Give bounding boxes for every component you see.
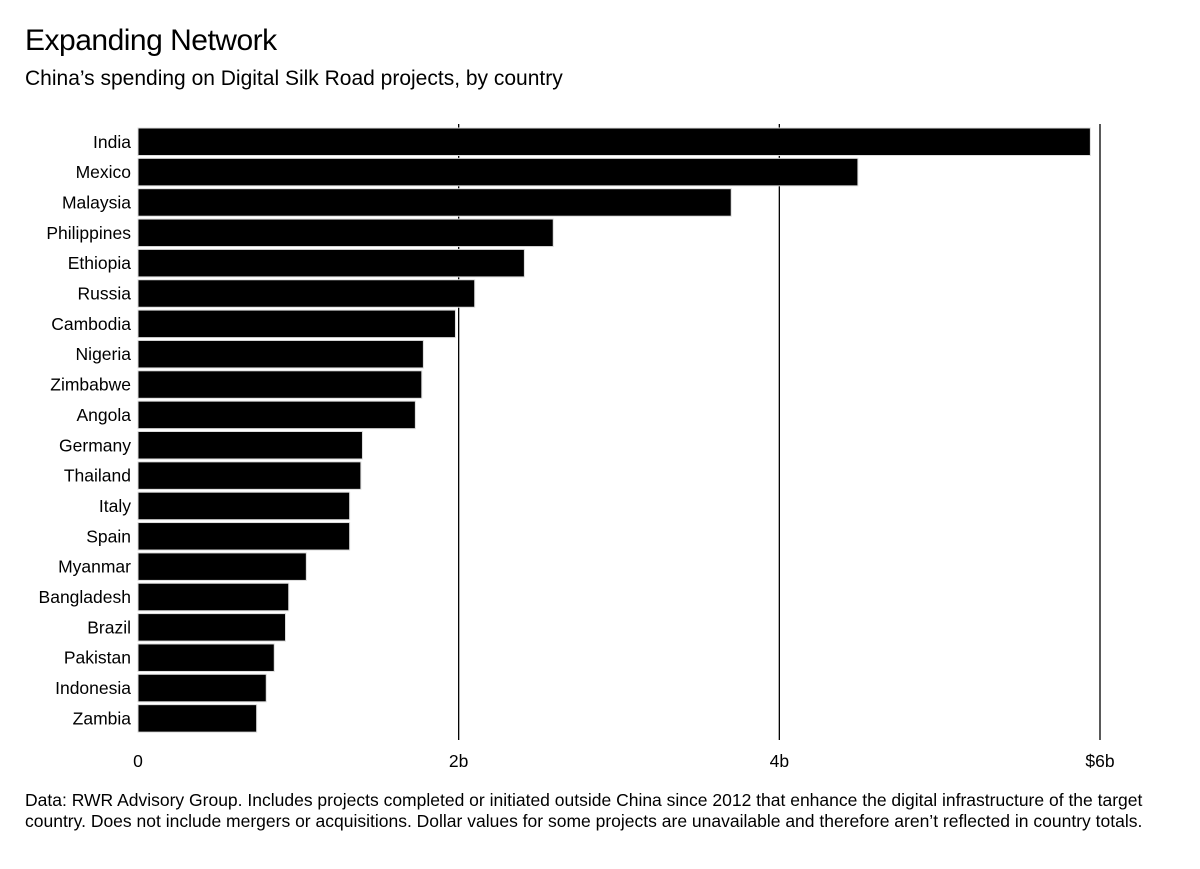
bar — [137, 643, 275, 672]
x-tick-label: 4b — [770, 751, 789, 771]
bar — [137, 522, 351, 551]
bar — [137, 339, 424, 369]
bar — [137, 461, 362, 490]
chart-title: Expanding Network — [25, 24, 277, 57]
x-tick-label: $6b — [1085, 751, 1114, 771]
x-tick-label: 2b — [449, 751, 468, 771]
bar — [137, 309, 456, 339]
bar — [137, 582, 290, 612]
bar — [137, 704, 258, 733]
category-label: Bangladesh — [39, 587, 131, 607]
category-label: Spain — [86, 526, 131, 546]
chart-subtitle: China’s spending on Digital Silk Road pr… — [25, 67, 563, 90]
category-label: Italy — [99, 496, 131, 516]
category-label: Brazil — [87, 617, 131, 637]
bar — [137, 157, 859, 187]
footnote: Data: RWR Advisory Group. Includes proje… — [25, 790, 1143, 831]
category-label: Nigeria — [76, 344, 132, 364]
bar — [137, 491, 351, 521]
bar — [137, 188, 732, 217]
category-label: Russia — [78, 284, 132, 304]
bar — [137, 248, 525, 278]
category-label: Malaysia — [62, 192, 131, 212]
category-label: Thailand — [64, 466, 131, 486]
bar — [137, 431, 363, 460]
category-label: Germany — [59, 435, 131, 455]
category-label: Mexico — [76, 162, 131, 182]
bar — [137, 279, 476, 308]
bar — [137, 127, 1091, 156]
bar — [137, 613, 287, 642]
bar-chart: 0 2b 4b $6b India Mexico Malaysia Philippines Et… — [39, 124, 1115, 771]
bar — [137, 400, 416, 430]
category-label: Philippines — [46, 223, 131, 243]
bar — [137, 370, 423, 399]
category-label: India — [93, 132, 131, 152]
category-label: Pakistan — [64, 648, 131, 668]
category-label: Myanmar — [58, 557, 131, 577]
category-label: Ethiopia — [68, 253, 132, 273]
category-label: Indonesia — [55, 678, 131, 698]
category-label: Zambia — [73, 708, 132, 728]
x-tick-label: 0 — [133, 751, 143, 771]
category-label: Angola — [77, 405, 132, 425]
category-label: Zimbabwe — [50, 375, 131, 395]
bar — [137, 552, 307, 581]
category-label: Cambodia — [51, 314, 131, 334]
bar — [137, 218, 554, 248]
bar — [137, 673, 267, 703]
